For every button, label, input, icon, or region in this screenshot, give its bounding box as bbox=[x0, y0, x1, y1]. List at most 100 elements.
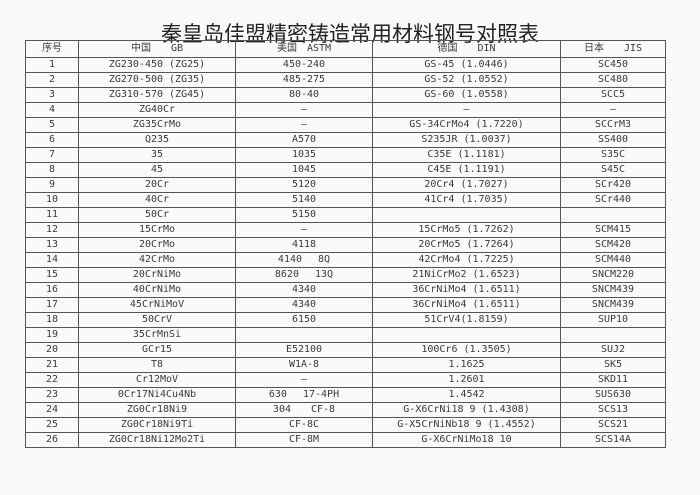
cell-index: 13 bbox=[25, 237, 79, 253]
table-row: 11 50Cr 5150 bbox=[25, 207, 666, 223]
cell-germany-din: C45E (1.1191) bbox=[372, 162, 561, 178]
cell-usa-astm: 630 17-4PH bbox=[235, 387, 373, 403]
cell-japan-jis: SCS21 bbox=[560, 417, 666, 433]
cell-index: 22 bbox=[25, 372, 79, 388]
cell-germany-din: 42CrMo4 (1.7225) bbox=[372, 252, 561, 268]
cell-japan-jis: SS400 bbox=[560, 132, 666, 148]
cell-usa-astm: W1A-8 bbox=[235, 357, 373, 373]
cell-japan-jis: SCS13 bbox=[560, 402, 666, 418]
cell-index: 4 bbox=[25, 102, 79, 118]
cell-index: 17 bbox=[25, 297, 79, 313]
cell-china-gb: ZG0Cr18Ni9Ti bbox=[78, 417, 236, 433]
cell-germany-din: GS-60 (1.0558) bbox=[372, 87, 561, 103]
cell-usa-astm: 8620 13Q bbox=[235, 267, 373, 283]
cell-japan-jis: SNCM439 bbox=[560, 282, 666, 298]
header-row: 序号 中国 GB 美国 ASTM 德国 DIN 日本 JIS bbox=[25, 40, 666, 58]
table-row: 13 20CrMo 4118 20CrMo5 (1.7264) SCM420 bbox=[25, 237, 666, 253]
table-row: 24 ZG0Cr18Ni9 304 CF-8 G-X6CrNi18 9 (1.4308… bbox=[25, 402, 666, 418]
cell-japan-jis bbox=[560, 327, 666, 343]
cell-usa-astm: 5140 bbox=[235, 192, 373, 208]
cell-index: 5 bbox=[25, 117, 79, 133]
cell-china-gb: Cr12MoV bbox=[78, 372, 236, 388]
cell-china-gb: 35CrMnSi bbox=[78, 327, 236, 343]
cell-index: 6 bbox=[25, 132, 79, 148]
cell-usa-astm: — bbox=[235, 102, 373, 118]
header-china-gb: 中国 GB bbox=[78, 40, 236, 58]
cell-index: 16 bbox=[25, 282, 79, 298]
table-row: 12 15CrMo —15CrMo5 (1.7262) SCM415 bbox=[25, 222, 666, 238]
cell-germany-din: GS-52 (1.0552) bbox=[372, 72, 561, 88]
cell-usa-astm: 5150 bbox=[235, 207, 373, 223]
cell-japan-jis: SUJ2 bbox=[560, 342, 666, 358]
table-row: 6 Q235 A570 S235JR (1.0037) SS400 bbox=[25, 132, 666, 148]
cell-usa-astm: — bbox=[235, 222, 373, 238]
table-row: 16 40CrNiMo 4340 36CrNiMo4 (1.6511) SNCM439 bbox=[25, 282, 666, 298]
cell-germany-din: 1.1625 bbox=[372, 357, 561, 373]
cell-index: 20 bbox=[25, 342, 79, 358]
table-row: 7 35 1035 C35E (1.1181) S35C bbox=[25, 147, 666, 163]
cell-china-gb: 20CrNiMo bbox=[78, 267, 236, 283]
cell-germany-din: 20CrMo5 (1.7264) bbox=[372, 237, 561, 253]
cell-japan-jis: SCS14A bbox=[560, 432, 666, 448]
cell-china-gb: 35 bbox=[78, 147, 236, 163]
cell-japan-jis: SCM415 bbox=[560, 222, 666, 238]
cell-germany-din: 1.2601 bbox=[372, 372, 561, 388]
cell-usa-astm: — bbox=[235, 117, 373, 133]
cell-index: 23 bbox=[25, 387, 79, 403]
cell-japan-jis: SCM440 bbox=[560, 252, 666, 268]
cell-china-gb: GCr15 bbox=[78, 342, 236, 358]
table-row: 2 ZG270-500 (ZG35) 485-275 GS-52 (1.0552) SC… bbox=[25, 72, 666, 88]
table-row: 15 20CrNiMo 8620 13Q 21NiCrMo2 (1.6523) SNCM… bbox=[25, 267, 666, 283]
table-row: 14 42CrMo 4140 8Q 42CrMo4 (1.7225) SCM440 bbox=[25, 252, 666, 268]
cell-china-gb: ZG310-570 (ZG45) bbox=[78, 87, 236, 103]
cell-japan-jis: SNCM439 bbox=[560, 297, 666, 313]
cell-japan-jis: SKD11 bbox=[560, 372, 666, 388]
cell-usa-astm: CF-8M bbox=[235, 432, 373, 448]
table-row: 20 GCr15 E52100 100Cr6 (1.3505) SUJ2 bbox=[25, 342, 666, 358]
table-row: 21 T8 W1A-8 1.1625 SK5 bbox=[25, 357, 666, 373]
cell-index: 12 bbox=[25, 222, 79, 238]
cell-germany-din: 36CrNiMo4 (1.6511) bbox=[372, 297, 561, 313]
cell-index: 19 bbox=[25, 327, 79, 343]
cell-usa-astm: 304 CF-8 bbox=[235, 402, 373, 418]
cell-index: 10 bbox=[25, 192, 79, 208]
cell-usa-astm: 4140 8Q bbox=[235, 252, 373, 268]
cell-index: 25 bbox=[25, 417, 79, 433]
cell-usa-astm: 485-275 bbox=[235, 72, 373, 88]
cell-index: 18 bbox=[25, 312, 79, 328]
cell-china-gb: 0Cr17Ni4Cu4Nb bbox=[78, 387, 236, 403]
cell-usa-astm: 80-40 bbox=[235, 87, 373, 103]
cell-japan-jis: SUP10 bbox=[560, 312, 666, 328]
header-index: 序号 bbox=[25, 40, 79, 58]
cell-china-gb: 50Cr bbox=[78, 207, 236, 223]
cell-china-gb: 40Cr bbox=[78, 192, 236, 208]
cell-germany-din: G-X6CrNi18 9 (1.4308) bbox=[372, 402, 561, 418]
cell-index: 7 bbox=[25, 147, 79, 163]
cell-usa-astm bbox=[235, 327, 373, 343]
cell-japan-jis: SCr420 bbox=[560, 177, 666, 193]
header-japan-jis: 日本 JIS bbox=[560, 40, 666, 58]
cell-index: 11 bbox=[25, 207, 79, 223]
cell-japan-jis: SCCrM3 bbox=[560, 117, 666, 133]
cell-index: 2 bbox=[25, 72, 79, 88]
cell-japan-jis: SNCM220 bbox=[560, 267, 666, 283]
table-row: 26 ZG0Cr18Ni12Mo2Ti CF-8M G-X6CrNiMo18 10 SC… bbox=[25, 432, 666, 448]
cell-germany-din: 100Cr6 (1.3505) bbox=[372, 342, 561, 358]
cell-germany-din bbox=[372, 327, 561, 343]
cell-germany-din: G-X5CrNiNb18 9 (1.4552) bbox=[372, 417, 561, 433]
cell-index: 15 bbox=[25, 267, 79, 283]
cell-germany-din: 1.4542 bbox=[372, 387, 561, 403]
cell-germany-din: 36CrNiMo4 (1.6511) bbox=[372, 282, 561, 298]
cell-china-gb: ZG0Cr18Ni9 bbox=[78, 402, 236, 418]
cell-japan-jis bbox=[560, 207, 666, 223]
table-row: 4 ZG40Cr — — — bbox=[25, 102, 666, 118]
cell-usa-astm: 4340 bbox=[235, 282, 373, 298]
cell-germany-din: 21NiCrMo2 (1.6523) bbox=[372, 267, 561, 283]
cell-china-gb: ZG270-500 (ZG35) bbox=[78, 72, 236, 88]
cell-usa-astm: — bbox=[235, 372, 373, 388]
cell-germany-din: G-X6CrNiMo18 10 bbox=[372, 432, 561, 448]
cell-japan-jis: SC480 bbox=[560, 72, 666, 88]
cell-index: 21 bbox=[25, 357, 79, 373]
cell-germany-din: 41Cr4 (1.7035) bbox=[372, 192, 561, 208]
cell-china-gb: Q235 bbox=[78, 132, 236, 148]
